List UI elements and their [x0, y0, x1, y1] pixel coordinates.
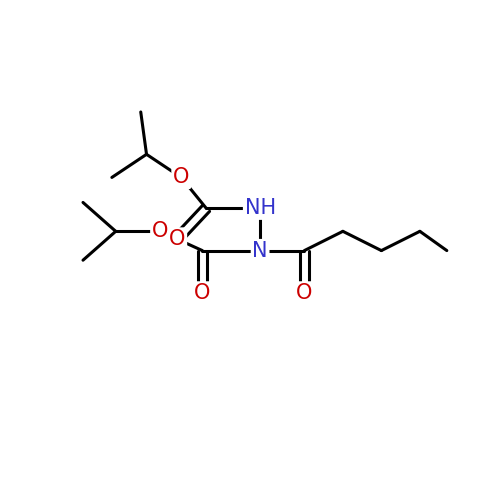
Text: O: O [169, 229, 186, 249]
Text: N: N [252, 240, 268, 260]
Text: NH: NH [244, 198, 276, 218]
Text: O: O [152, 222, 168, 242]
Text: O: O [173, 168, 190, 188]
Text: O: O [194, 283, 210, 303]
Text: O: O [296, 283, 312, 303]
